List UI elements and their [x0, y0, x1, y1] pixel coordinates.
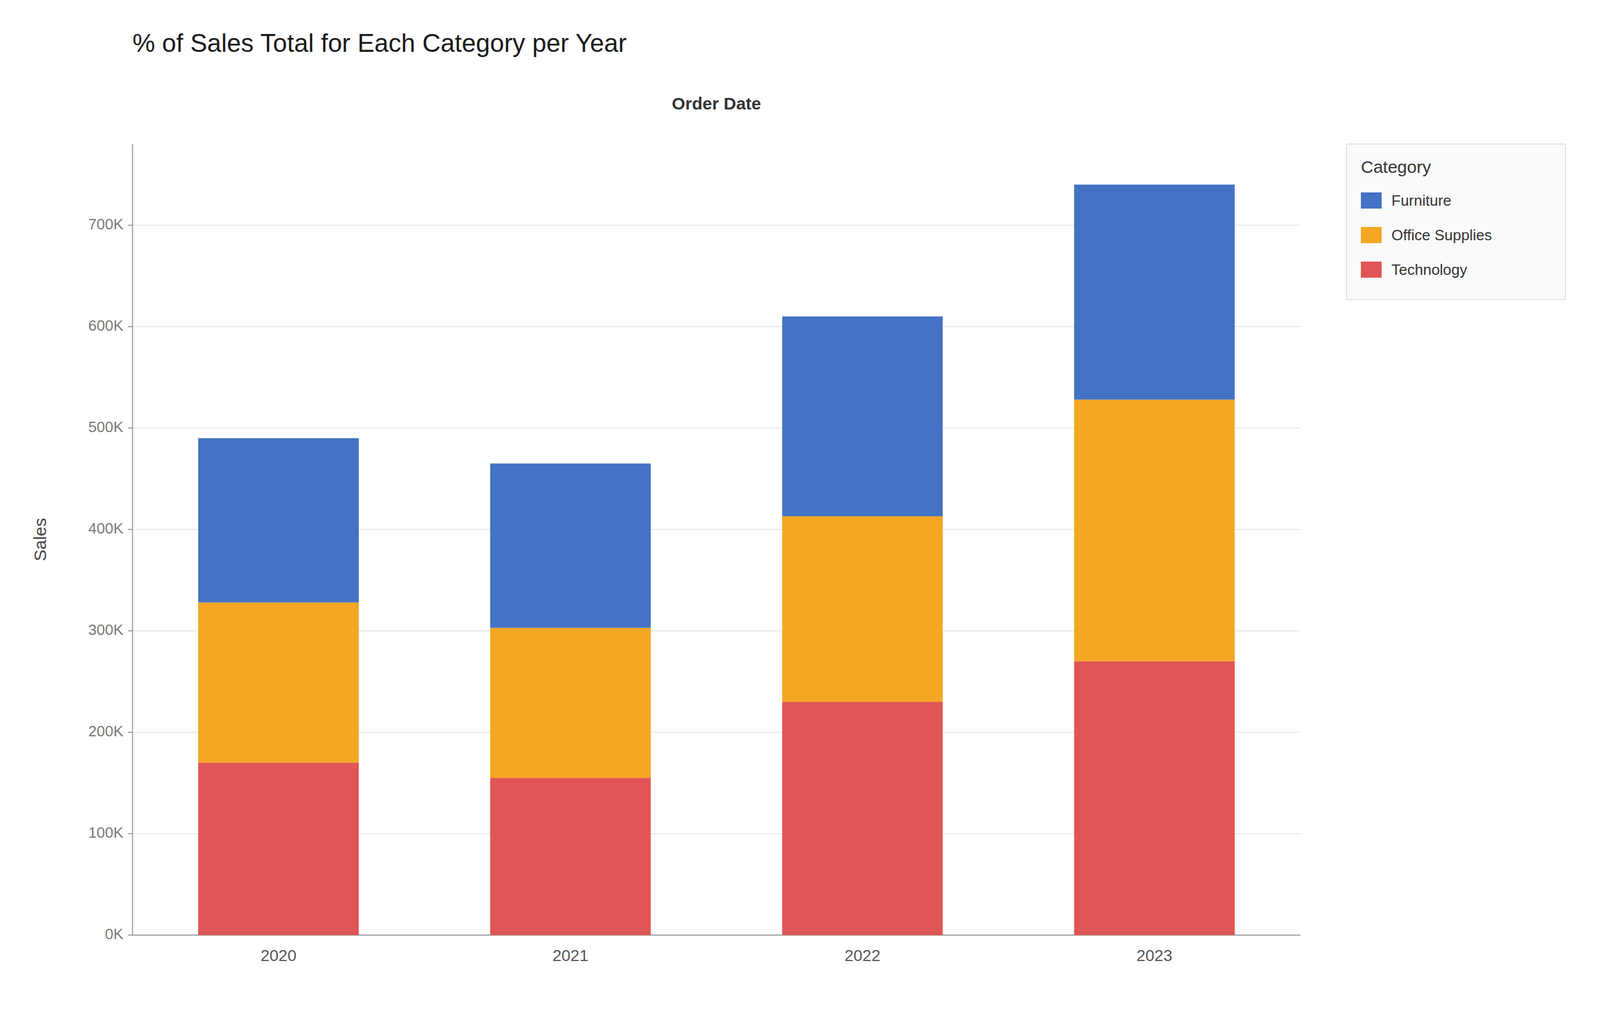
tick-label: 2021: [552, 946, 589, 965]
tick-label: 600K: [88, 316, 124, 335]
tick-mark: [127, 224, 133, 226]
bar: [782, 516, 944, 702]
tick-label: 300K: [88, 621, 124, 639]
legend-title: Category: [1360, 157, 1432, 177]
y-axis-line: [131, 144, 134, 936]
tick-label: 2022: [844, 946, 881, 965]
background: [0, 0, 1600, 1010]
bar: [490, 628, 652, 779]
bar: [198, 437, 359, 603]
tick-mark: [127, 427, 133, 429]
legend-swatch: [1360, 192, 1382, 209]
bar: [490, 463, 652, 628]
bar: [1073, 184, 1235, 400]
legend-entry: Office Supplies: [1391, 226, 1492, 244]
tick-label: 100K: [88, 823, 124, 842]
legend-entry: Furniture: [1391, 191, 1452, 210]
tick-mark: [127, 326, 133, 328]
bar: [782, 316, 944, 517]
y-axis-label: Sales: [30, 517, 50, 562]
bar: [198, 602, 359, 763]
tick-label: 700K: [88, 215, 124, 233]
tick-mark: [127, 934, 133, 936]
bar: [198, 762, 359, 936]
subtitle: Order Date: [671, 93, 762, 113]
title: % of Sales Total for Each Category per Y…: [132, 28, 627, 58]
tick-label: 500K: [88, 418, 124, 436]
tick-label: 2020: [260, 946, 297, 965]
legend-entry: Technology: [1391, 261, 1468, 279]
bars: [198, 184, 1235, 936]
bar: [490, 777, 652, 936]
bar: [1073, 399, 1235, 662]
tick-mark: [127, 630, 133, 632]
tick-label: 2023: [1136, 946, 1172, 965]
bar: [1073, 661, 1235, 936]
tick-label: 400K: [88, 519, 124, 537]
legend-swatch: [1360, 227, 1382, 244]
tick-label: 0K: [104, 925, 124, 943]
tick-mark: [127, 528, 133, 531]
legend-box: [1346, 144, 1566, 300]
legend: Category Furniture Office Supplies Technolo…: [1346, 144, 1566, 300]
tick-label: 200K: [88, 722, 124, 740]
chart: % of Sales Total for Each Category per Y…: [0, 0, 1600, 1010]
tick-mark: [127, 731, 133, 733]
legend-swatch: [1360, 261, 1382, 278]
tick-mark: [127, 833, 133, 835]
bar: [782, 701, 944, 936]
